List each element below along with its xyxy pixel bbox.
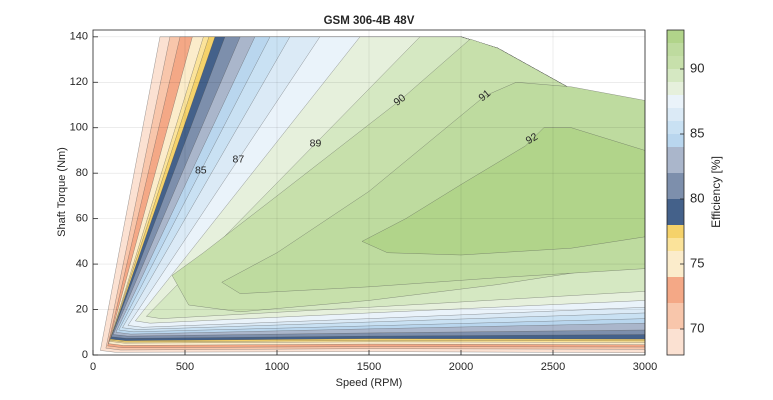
x-tick-label: 1000 bbox=[265, 361, 289, 373]
contour-label: 92 bbox=[524, 131, 540, 147]
y-tick-label: 100 bbox=[70, 122, 88, 134]
colorbar-band bbox=[667, 225, 684, 238]
colorbar-band bbox=[667, 43, 684, 56]
x-tick-label: 0 bbox=[90, 361, 96, 373]
contour-label: 85 bbox=[195, 165, 207, 177]
y-tick-label: 60 bbox=[76, 213, 88, 225]
colorbar-tick-label: 80 bbox=[690, 190, 704, 205]
y-tick-label: 140 bbox=[70, 31, 88, 43]
colorbar-band bbox=[667, 251, 684, 277]
x-tick-label: 3000 bbox=[633, 361, 657, 373]
x-tick-label: 2500 bbox=[541, 361, 565, 373]
colorbar-label: Efficiency [%] bbox=[709, 156, 723, 228]
colorbar-band bbox=[667, 199, 684, 225]
colorbar-band bbox=[667, 30, 684, 43]
chart-title: GSM 306-4B 48V bbox=[324, 15, 415, 27]
colorbar-band bbox=[667, 95, 684, 108]
colorbar-band bbox=[667, 277, 684, 303]
y-tick-label: 80 bbox=[76, 167, 88, 179]
y-tick-label: 0 bbox=[82, 349, 88, 361]
y-tick-label: 120 bbox=[70, 76, 88, 88]
colorbar-band bbox=[667, 56, 684, 69]
y-tick-label: 20 bbox=[76, 303, 88, 315]
colorbar-band bbox=[667, 134, 684, 147]
contour-region bbox=[361, 127, 645, 256]
colorbar-band bbox=[667, 303, 684, 329]
colorbar-band bbox=[667, 147, 684, 173]
colorbar-tick-label: 75 bbox=[690, 255, 704, 270]
colorbar-frame bbox=[666, 29, 685, 356]
x-tick-label: 1500 bbox=[357, 361, 381, 373]
colorbar-tick-label: 90 bbox=[690, 60, 704, 75]
colorbar-band bbox=[667, 82, 684, 95]
x-tick-label: 2000 bbox=[449, 361, 473, 373]
colorbar-band bbox=[667, 108, 684, 121]
y-axis-label: Shaft Torque (Nm) bbox=[56, 147, 68, 237]
contour-label: 87 bbox=[233, 153, 245, 165]
x-axis-label: Speed (RPM) bbox=[336, 377, 403, 389]
x-tick-label: 500 bbox=[176, 361, 194, 373]
colorbar-band bbox=[667, 238, 684, 251]
contour-label: 89 bbox=[310, 137, 322, 149]
colorbar-tick-label: 70 bbox=[690, 320, 704, 335]
colorbar-band bbox=[667, 329, 684, 355]
y-tick-label: 40 bbox=[76, 258, 88, 270]
colorbar-band bbox=[667, 69, 684, 82]
colorbar-band bbox=[667, 121, 684, 134]
colorbar-band bbox=[667, 173, 684, 199]
colorbar-tick-label: 85 bbox=[690, 125, 704, 140]
